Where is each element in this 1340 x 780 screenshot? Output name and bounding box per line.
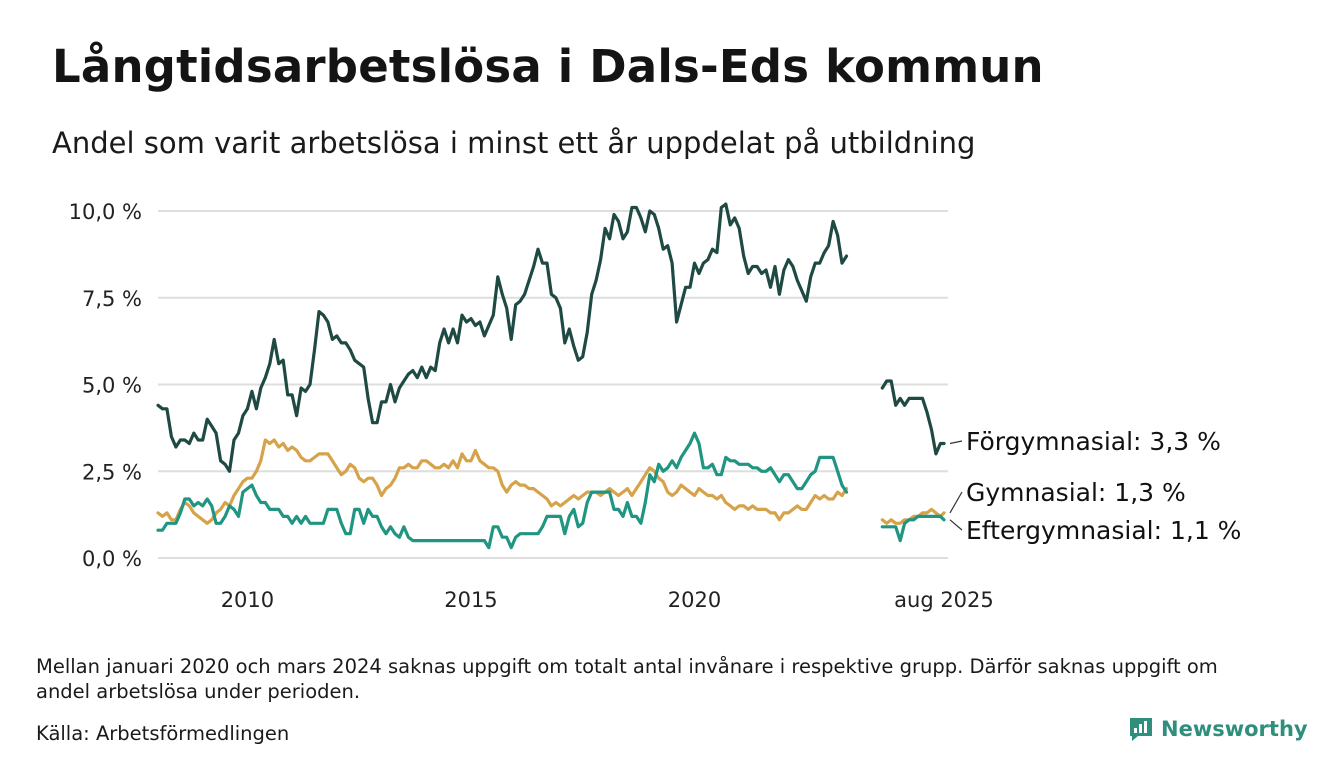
leader-line [949, 519, 963, 531]
y-tick-label: 0,0 % [82, 547, 142, 571]
line-chart: 0,0 % 2,5 % 5,0 % 7,5 % 10,0 % 2010 2015 2020 a… [69, 200, 1242, 612]
x-tick-label: 2015 [444, 588, 497, 612]
x-tick-label: 2020 [668, 588, 721, 612]
footnote: Mellan januari 2020 och mars 2024 saknas… [36, 655, 1218, 703]
series-end-label: Gymnasial: 1,3 % [966, 478, 1186, 507]
series-end-label: Förgymnasial: 3,3 % [966, 427, 1221, 456]
leader-line [949, 440, 963, 445]
series-end-label: Eftergymnasial: 1,1 % [966, 516, 1241, 545]
series-line-gymnasial-1 [156, 438, 849, 525]
leader-line [949, 491, 963, 514]
series-line-gymnasial-2 [880, 507, 946, 525]
series-line-förgymnasial-1 [156, 202, 849, 473]
x-tick-label: aug 2025 [894, 588, 994, 612]
x-axis-labels: 2010 2015 2020 aug 2025 [221, 588, 994, 612]
source-note: Källa: Arbetsförmedlingen [36, 722, 290, 745]
y-tick-label: 2,5 % [82, 460, 142, 484]
brand-name: Newsworthy [1161, 717, 1308, 741]
newsworthy-logo-icon [1130, 718, 1152, 741]
brand-logo[interactable]: Newsworthy [1128, 716, 1308, 742]
y-axis-labels: 0,0 % 2,5 % 5,0 % 7,5 % 10,0 % [69, 200, 142, 571]
x-tick-label: 2010 [221, 588, 274, 612]
series-line-förgymnasial-2 [880, 379, 946, 456]
y-tick-label: 10,0 % [69, 200, 142, 224]
series-lines [156, 202, 946, 550]
series-line-eftergymnasial-1 [156, 431, 849, 550]
series-end-labels: Förgymnasial: 3,3 % Gymnasial: 1,3 % Efter… [949, 427, 1241, 545]
chart-title: Långtidsarbetslösa i Dals-Eds kommun [52, 40, 1044, 93]
y-tick-label: 7,5 % [82, 287, 142, 311]
chart-subtitle: Andel som varit arbetslösa i minst ett å… [52, 126, 976, 160]
series-line-eftergymnasial-2 [880, 514, 946, 543]
y-tick-label: 5,0 % [82, 374, 142, 398]
